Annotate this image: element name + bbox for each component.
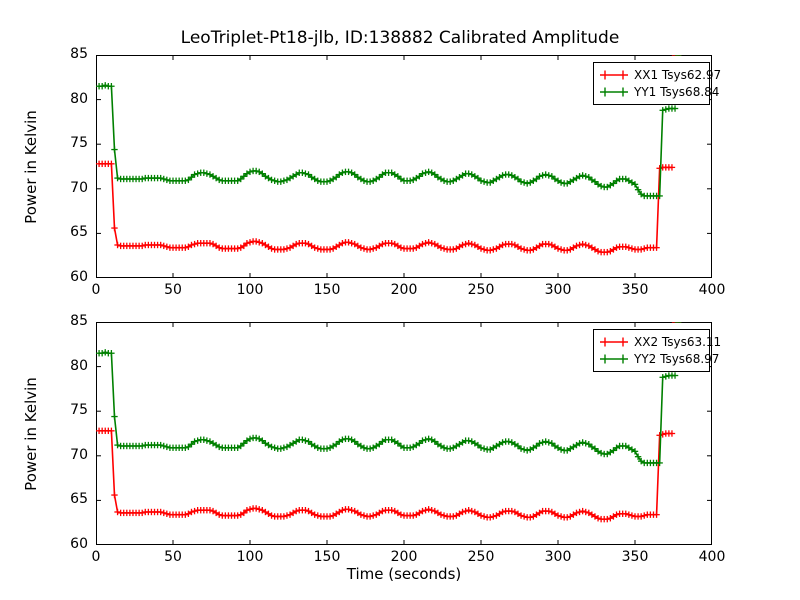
series-yy1 bbox=[96, 55, 682, 200]
series-yy2 bbox=[96, 322, 682, 467]
series-xx2 bbox=[96, 322, 682, 523]
xtick-label: 100 bbox=[236, 282, 264, 298]
bottom-panel-ylabel: Power in Kelvin bbox=[22, 377, 40, 491]
xtick-label: 150 bbox=[313, 282, 341, 298]
ytick-label: 80 bbox=[70, 90, 88, 107]
ytick-label: 75 bbox=[70, 402, 88, 419]
xtick-label: 400 bbox=[698, 549, 726, 565]
xtick-label: 0 bbox=[91, 549, 101, 565]
bottom-panel-xlabel: Time (seconds) bbox=[346, 565, 462, 583]
ytick-label: 85 bbox=[70, 46, 88, 62]
bottom-panel-legend: XX2 Tsys63.11 YY2 Tsys68.97 bbox=[593, 329, 721, 372]
ytick-label: 60 bbox=[70, 536, 88, 552]
legend-item: XX2 Tsys63.11 bbox=[599, 333, 721, 350]
ytick-label: 70 bbox=[70, 446, 88, 463]
legend-item: XX1 Tsys62.97 bbox=[599, 66, 721, 83]
legend-label-yy1: YY1 Tsys68.84 bbox=[634, 84, 720, 99]
xtick-label: 100 bbox=[236, 549, 264, 565]
xtick-label: 350 bbox=[621, 549, 649, 565]
xtick-label: 200 bbox=[390, 549, 418, 565]
legend-sample-xx1 bbox=[600, 70, 628, 79]
xtick-label: 300 bbox=[544, 282, 572, 298]
xtick-label: 300 bbox=[544, 549, 572, 565]
xtick-label: 350 bbox=[621, 282, 649, 298]
ytick-label: 75 bbox=[70, 135, 88, 152]
legend-item: YY1 Tsys68.84 bbox=[599, 83, 719, 100]
legend-label-xx1: XX1 Tsys62.97 bbox=[634, 67, 722, 82]
xtick-label: 400 bbox=[698, 282, 726, 298]
xtick-label: 50 bbox=[164, 282, 182, 298]
top-panel-ylabel: Power in Kelvin bbox=[22, 110, 40, 224]
legend-label-yy2: YY2 Tsys68.97 bbox=[634, 351, 720, 366]
xtick-label: 250 bbox=[467, 282, 495, 298]
legend-sample-yy1 bbox=[600, 87, 628, 96]
xtick-label: 0 bbox=[91, 282, 101, 298]
ytick-label: 85 bbox=[70, 313, 88, 329]
ytick-label: 65 bbox=[70, 224, 88, 241]
legend-sample-xx2 bbox=[600, 337, 628, 346]
top-panel-legend: XX1 Tsys62.97 YY1 Tsys68.84 bbox=[593, 62, 721, 105]
series-xx1 bbox=[96, 55, 682, 256]
xtick-label: 50 bbox=[164, 549, 182, 565]
xtick-label: 150 bbox=[313, 549, 341, 565]
ytick-label: 70 bbox=[70, 179, 88, 196]
ytick-label: 65 bbox=[70, 491, 88, 508]
bottom-panel-plot-area bbox=[96, 322, 712, 545]
legend-label-xx2: XX2 Tsys63.11 bbox=[634, 334, 722, 349]
ytick-label: 80 bbox=[70, 357, 88, 374]
top-panel-plot-area bbox=[96, 55, 712, 278]
legend-sample-yy2 bbox=[600, 354, 628, 363]
ytick-label: 60 bbox=[70, 269, 88, 285]
legend-item: YY2 Tsys68.97 bbox=[599, 350, 719, 367]
xtick-label: 200 bbox=[390, 282, 418, 298]
figure-title: LeoTriplet-Pt18-jlb, ID:138882 Calibrate… bbox=[180, 28, 620, 48]
xtick-label: 250 bbox=[467, 549, 495, 565]
